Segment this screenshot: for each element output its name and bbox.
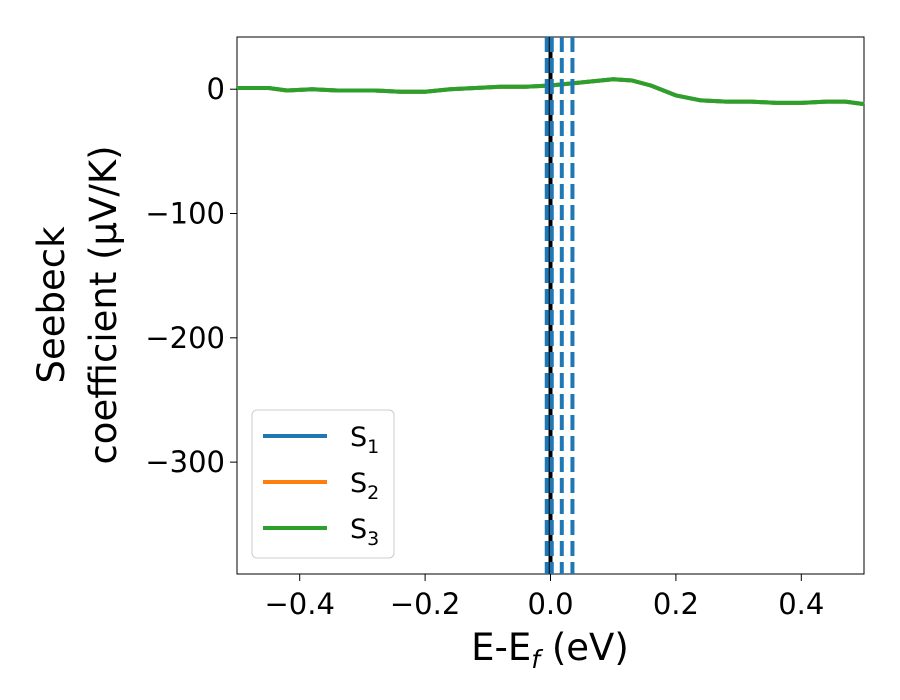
x-tick-label: 0.0	[527, 587, 573, 621]
legend-label-2: S2	[350, 468, 379, 504]
y-axis: 0 −100 −200 −300	[145, 72, 237, 479]
y-axis-label-line1: Seebeck	[30, 226, 73, 384]
x-axis-label: E-Ef (eV)	[471, 626, 629, 674]
legend-entries: S1 S2 S3	[263, 422, 379, 550]
y-tick-label: −300	[145, 445, 225, 479]
x-tick-label: 0.4	[778, 587, 824, 621]
x-tick-label: −0.4	[264, 587, 334, 621]
y-axis-label: Seebeck coefficient (μV/K)	[30, 145, 125, 464]
y-tick-label: −200	[145, 321, 225, 355]
legend-label-1: S1	[350, 422, 379, 458]
legend-label-3: S3	[350, 514, 379, 550]
y-tick-label: 0	[207, 72, 225, 106]
legend: S1 S2 S3	[251, 409, 395, 559]
x-tick-label: 0.2	[653, 587, 699, 621]
vline-layer	[544, 37, 575, 574]
x-axis: −0.4 −0.2 0.0 0.2 0.4	[264, 574, 824, 621]
y-axis-label-line2: coefficient (μV/K)	[82, 145, 125, 464]
y-tick-label: −100	[145, 197, 225, 231]
x-tick-label: −0.2	[390, 587, 460, 621]
